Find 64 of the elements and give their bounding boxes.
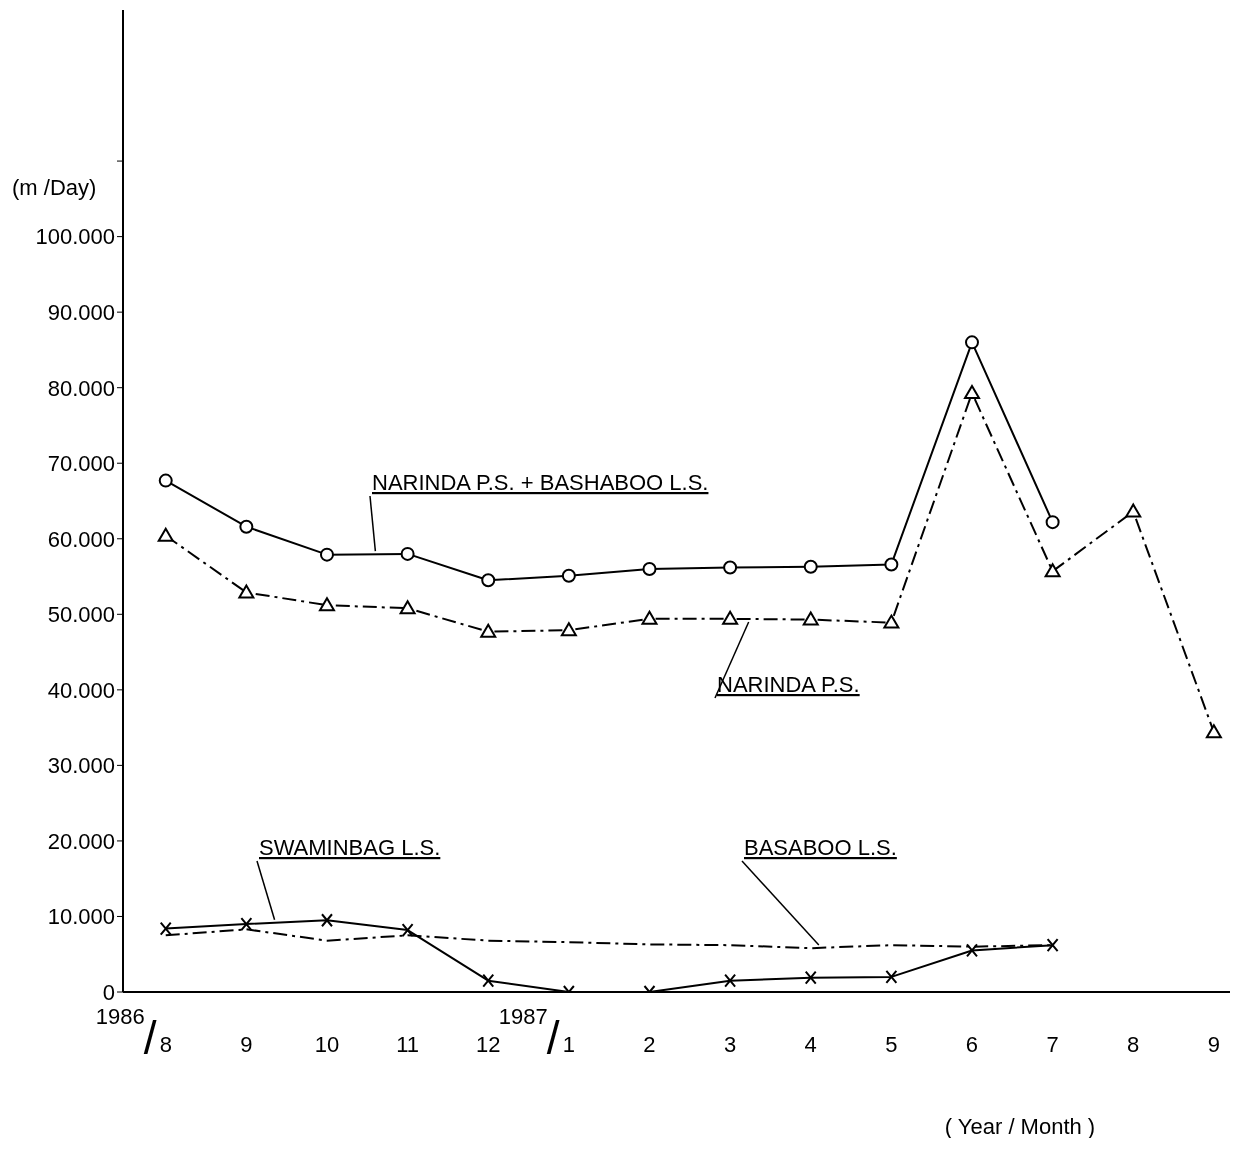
point [318,597,335,612]
point [401,923,414,938]
x-tick-label: 6 [965,1032,979,1057]
point [724,973,737,988]
x-tick-label: 9 [240,1032,253,1057]
point [966,943,978,958]
x-tick-label: 3 [723,1032,737,1057]
point [641,610,658,625]
point [804,970,817,985]
y-tick-label: 40.000 [47,677,115,703]
x-tick-label: 5 [885,1032,898,1057]
y-tick-label: 100.000 [35,224,115,250]
point [319,547,334,562]
x-tick-label: 12 [476,1032,501,1057]
point [561,568,576,583]
y-tick-label: 10.000 [47,904,115,930]
x-tick-label: 4 [804,1032,817,1057]
x-tick-label: 11 [396,1032,420,1057]
point [482,973,495,988]
point [159,921,172,936]
text: SWAMINBAG L.S. [259,835,441,860]
x-axis-title: ( Year / Month ) [944,1114,1096,1139]
point [723,560,738,575]
point [885,969,898,984]
y-axis-title: (m /Day) [12,175,97,200]
y-tick-label: 90.000 [47,299,115,325]
point [240,917,253,932]
point [722,610,739,625]
point [399,600,416,615]
point [1205,724,1222,739]
point [320,913,333,928]
y-tick-label: 0 [102,979,115,1005]
y-tick-label: 20.000 [47,828,115,854]
point [1044,563,1061,578]
text: BASABOO L.S. [744,835,897,860]
point [883,614,900,629]
y-tick-label: 50.000 [47,602,115,628]
point [964,384,980,399]
y-tick-label: 60.000 [47,526,115,552]
point [238,584,255,599]
point [480,623,497,638]
x-tick-label: 10 [314,1032,340,1057]
x-tick-label: 2 [643,1032,656,1057]
y-tick-label: 80.000 [47,375,115,401]
x-tick-label: 9 [1207,1032,1220,1057]
point [1046,938,1059,953]
point [560,622,577,637]
x-tick-label: 7 [1046,1032,1059,1057]
point [158,473,173,488]
point [157,527,174,542]
point [965,335,979,350]
y-tick-label: 30.000 [47,753,115,779]
x-tick-label: 8 [1127,1032,1140,1057]
point [1045,515,1060,530]
point [884,557,899,572]
point [239,519,254,534]
point [481,573,496,588]
text: NARINDA P.S. + BASHABOO L.S. [372,470,709,495]
point [400,546,415,561]
point [1125,503,1142,518]
point [802,611,819,626]
point [642,561,657,576]
point [803,559,818,574]
y-tick-label: 70.000 [47,451,115,477]
